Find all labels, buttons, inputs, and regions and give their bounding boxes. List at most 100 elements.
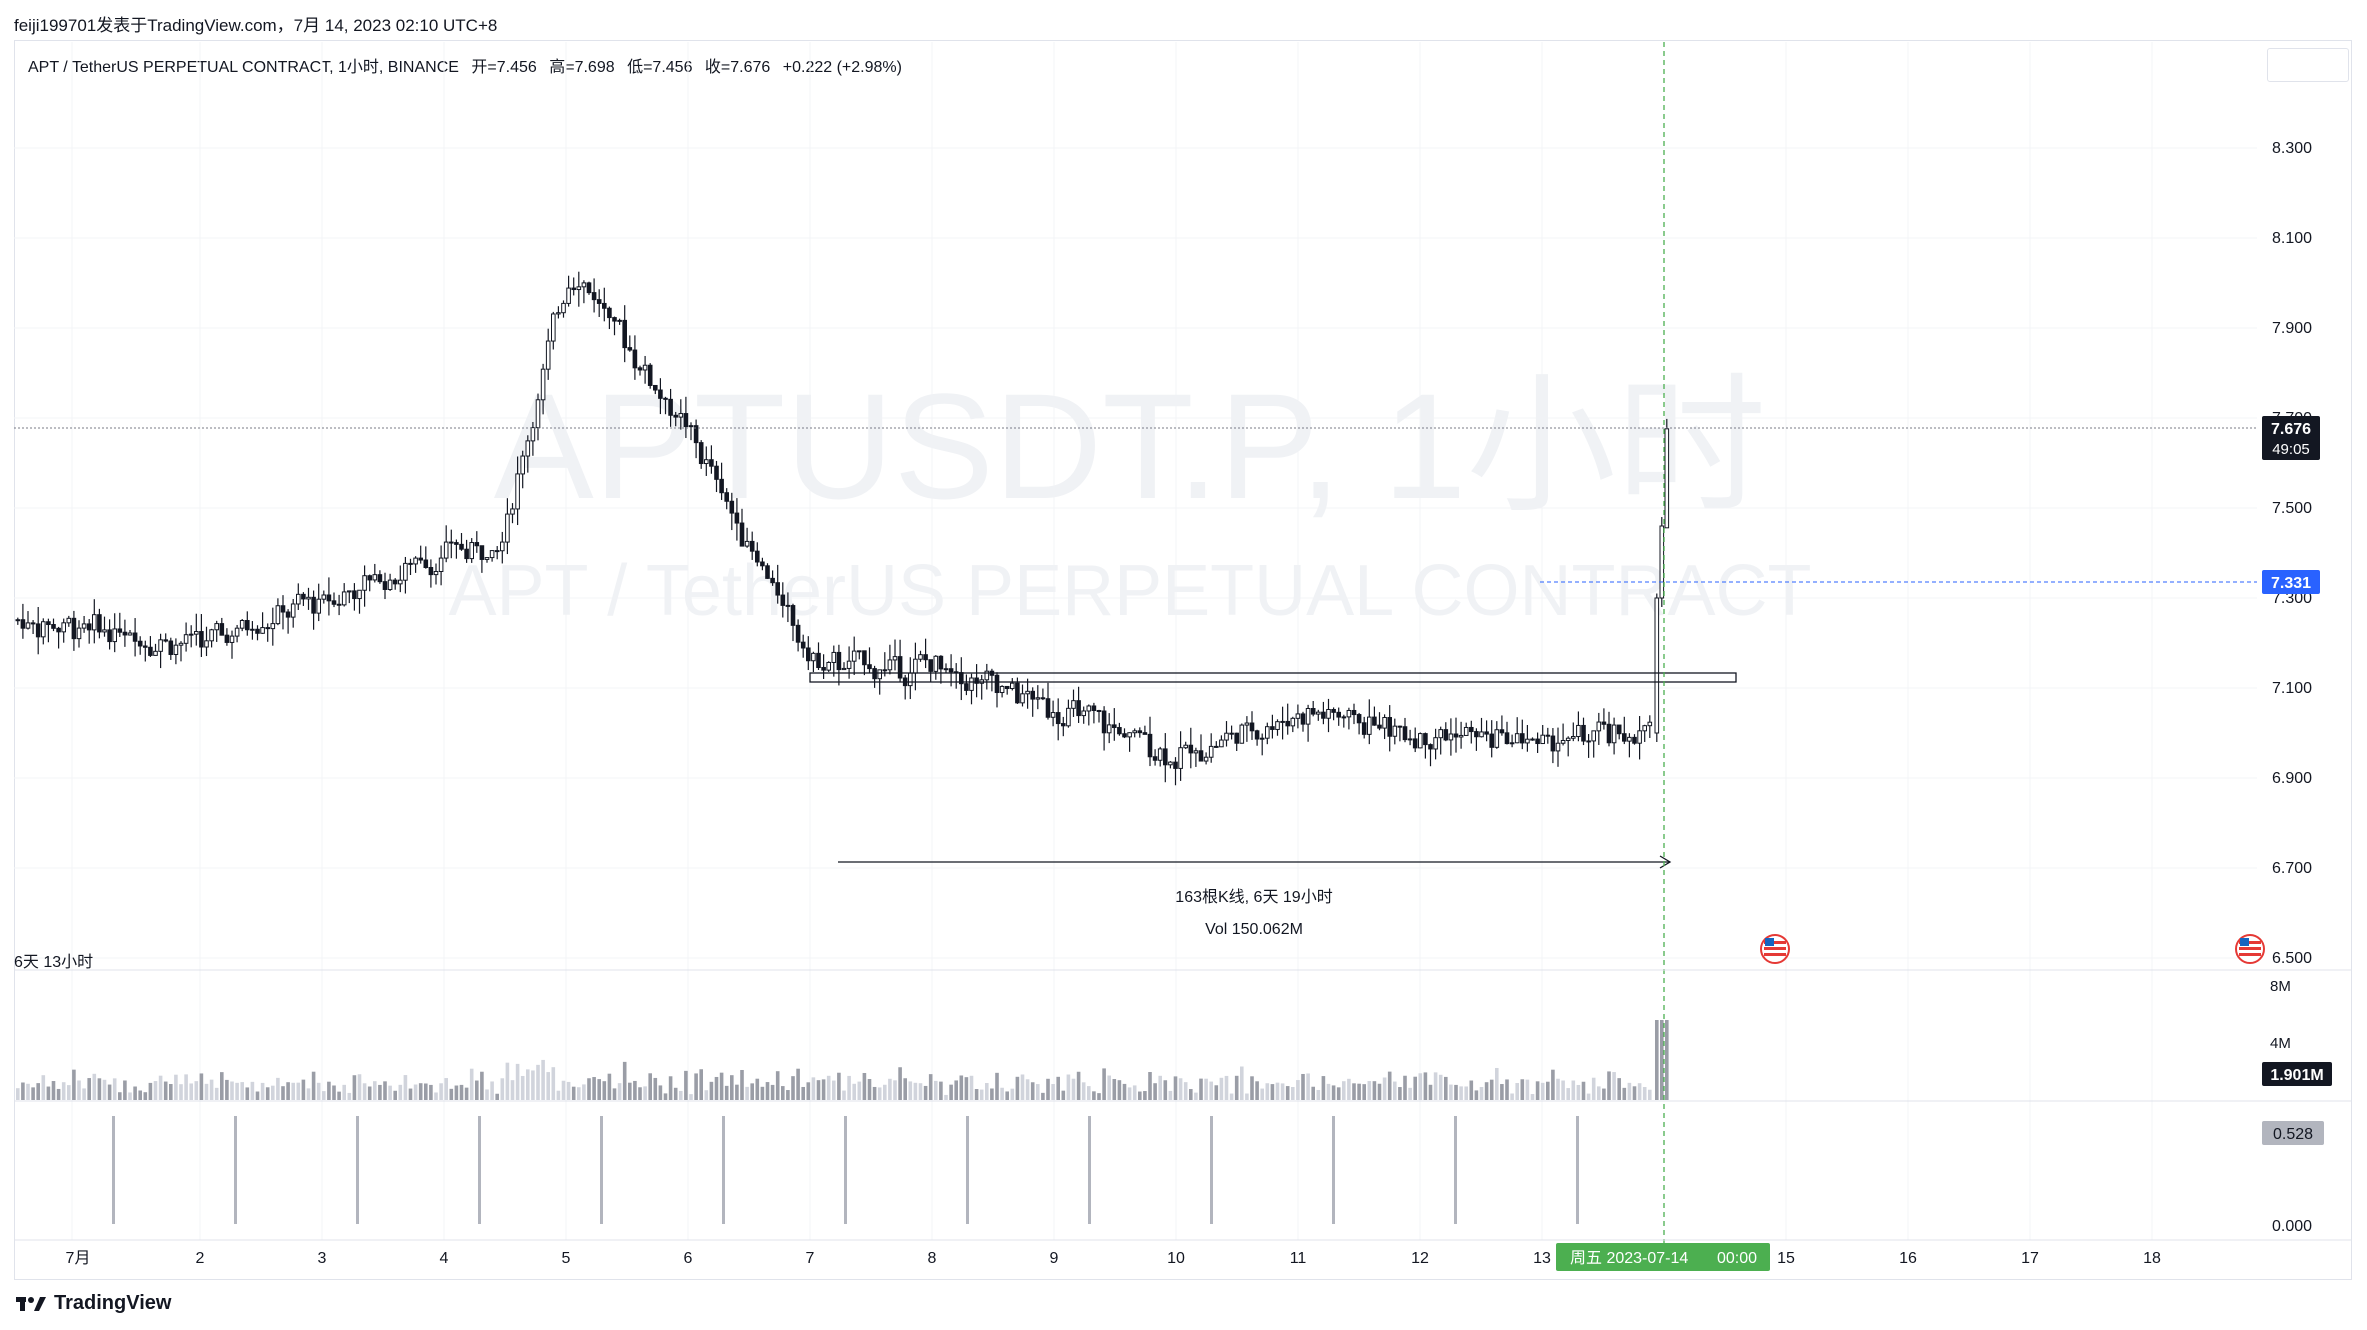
candle bbox=[41, 618, 46, 645]
volume-bar bbox=[658, 1085, 663, 1100]
candle bbox=[1234, 732, 1240, 751]
us-flag-event-icon[interactable] bbox=[1760, 934, 1790, 964]
candle bbox=[494, 546, 500, 560]
current-price-label: 7.676 49:05 bbox=[2262, 416, 2320, 460]
candle bbox=[851, 636, 857, 675]
candle bbox=[714, 460, 719, 493]
candle bbox=[1622, 716, 1627, 745]
candle bbox=[709, 445, 714, 474]
volume-bar bbox=[1046, 1078, 1050, 1100]
volume-bar bbox=[673, 1087, 678, 1100]
chart-frame[interactable] bbox=[14, 40, 2352, 1280]
time-axis[interactable]: 7月 2 3 4 5 6 7 8 9 10 11 12 13 15 16 17 18 bbox=[66, 1250, 2161, 1267]
publish-line: feiji199701发表于TradingView.com，7月 14, 202… bbox=[14, 16, 498, 35]
volume-bar bbox=[622, 1061, 627, 1100]
volume-bar bbox=[444, 1078, 448, 1100]
candle bbox=[30, 620, 36, 634]
candle bbox=[20, 603, 26, 639]
volume-axis[interactable]: 8M 4M 1.901M bbox=[2262, 978, 2332, 1086]
event-flag-icons[interactable] bbox=[1760, 934, 2265, 964]
volume-bar bbox=[1393, 1081, 1397, 1100]
symbol-legend[interactable]: APT / TetherUS PERPETUAL CONTRACT, 1小时, … bbox=[28, 53, 910, 77]
date-range-measure[interactable]: 163根K线, 6天 19小时 Vol 150.062M bbox=[838, 855, 1672, 938]
candle bbox=[1152, 749, 1158, 766]
volume-bar bbox=[378, 1084, 382, 1100]
indicator-bar bbox=[1332, 1116, 1335, 1224]
candle bbox=[1494, 721, 1500, 749]
volume-bar bbox=[1576, 1084, 1581, 1100]
candle bbox=[1183, 741, 1189, 750]
candle bbox=[1173, 757, 1178, 786]
candle bbox=[56, 626, 61, 649]
volume-bar bbox=[1444, 1076, 1448, 1100]
volume-bar bbox=[832, 1080, 836, 1100]
indicator-axis[interactable]: 0.528 0.000 bbox=[2262, 1121, 2324, 1235]
crosshair-date: 周五 2023-07-14 bbox=[1570, 1250, 1688, 1267]
candle bbox=[591, 278, 597, 313]
volume-bar bbox=[271, 1085, 275, 1100]
candle bbox=[836, 644, 842, 686]
candle bbox=[897, 639, 903, 683]
candle bbox=[306, 587, 311, 610]
volume-bar bbox=[276, 1077, 280, 1100]
volume-bar bbox=[985, 1083, 989, 1100]
volume-bar bbox=[475, 1080, 479, 1100]
volume-bar bbox=[1423, 1072, 1428, 1100]
candle bbox=[1565, 736, 1571, 757]
volume-bar bbox=[928, 1074, 933, 1100]
volume-bar bbox=[1418, 1073, 1423, 1100]
volume-bar bbox=[796, 1068, 800, 1100]
candle bbox=[831, 645, 837, 677]
volume-bar bbox=[1607, 1071, 1611, 1100]
volume-bar bbox=[1168, 1090, 1173, 1100]
range-rectangle[interactable] bbox=[809, 672, 1737, 683]
legend-toggle-box[interactable] bbox=[2267, 48, 2349, 82]
volume-bar bbox=[995, 1072, 999, 1100]
candle bbox=[561, 300, 566, 318]
volume-bar bbox=[1234, 1075, 1239, 1100]
candle bbox=[229, 630, 235, 659]
candle bbox=[1351, 703, 1357, 725]
volume-bar bbox=[607, 1073, 612, 1100]
candle bbox=[331, 592, 337, 608]
candle bbox=[1387, 705, 1393, 752]
volume-bar bbox=[1260, 1088, 1264, 1100]
volume-bar bbox=[571, 1086, 576, 1100]
price-tick-label: 7.300 bbox=[2272, 590, 2312, 607]
candle bbox=[887, 644, 893, 675]
tradingview-logo[interactable]: TradingView bbox=[16, 1292, 171, 1315]
candle bbox=[1596, 712, 1602, 745]
volume-bar bbox=[628, 1082, 632, 1100]
candle bbox=[545, 328, 551, 380]
candle bbox=[392, 578, 398, 590]
candle bbox=[1423, 732, 1428, 759]
us-flag-event-icon[interactable] bbox=[2235, 934, 2265, 964]
volume-bar bbox=[1464, 1086, 1468, 1100]
volume-bar bbox=[541, 1059, 545, 1100]
volume-bar bbox=[592, 1077, 596, 1100]
price-axis[interactable]: 8.3008.1007.9007.7007.5007.3007.1006.900… bbox=[2272, 140, 2312, 967]
candle bbox=[382, 572, 388, 600]
volume-bar bbox=[883, 1084, 887, 1100]
candle bbox=[841, 662, 847, 671]
candle bbox=[438, 545, 444, 586]
candle bbox=[1275, 719, 1280, 736]
legend-low: 低=7.456 bbox=[627, 59, 693, 76]
volume-bar bbox=[107, 1084, 112, 1100]
candle bbox=[1305, 704, 1311, 742]
candle bbox=[698, 440, 704, 469]
candle bbox=[1198, 734, 1204, 762]
candle bbox=[163, 633, 168, 643]
candle bbox=[1571, 722, 1576, 742]
volume-bar bbox=[709, 1081, 714, 1100]
volume-bar bbox=[1010, 1088, 1015, 1100]
candle bbox=[1463, 722, 1469, 736]
volume-bar bbox=[179, 1084, 183, 1100]
candle bbox=[234, 624, 240, 643]
volume-bar bbox=[174, 1074, 178, 1100]
volume-bar bbox=[724, 1085, 729, 1100]
candle bbox=[352, 583, 357, 611]
candle bbox=[663, 396, 668, 415]
candle bbox=[622, 305, 628, 363]
